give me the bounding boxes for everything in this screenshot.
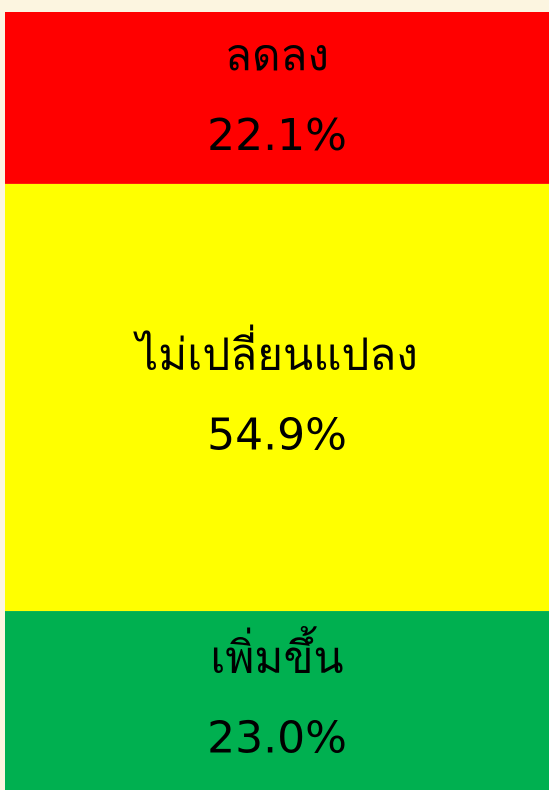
value-label: 22.1% (207, 110, 347, 161)
segment-label: ไม่เปลี่ยนแปลง (133, 323, 418, 380)
value-label: 23.0% (207, 713, 347, 764)
segment-label: เพิ่มขึ้น (210, 626, 343, 684)
bar-segment (5, 183, 549, 612)
segment-label: ลดลง (225, 30, 329, 81)
value-label: 54.9% (207, 409, 347, 460)
bar-segment (5, 611, 549, 790)
bar-segment (5, 12, 549, 184)
